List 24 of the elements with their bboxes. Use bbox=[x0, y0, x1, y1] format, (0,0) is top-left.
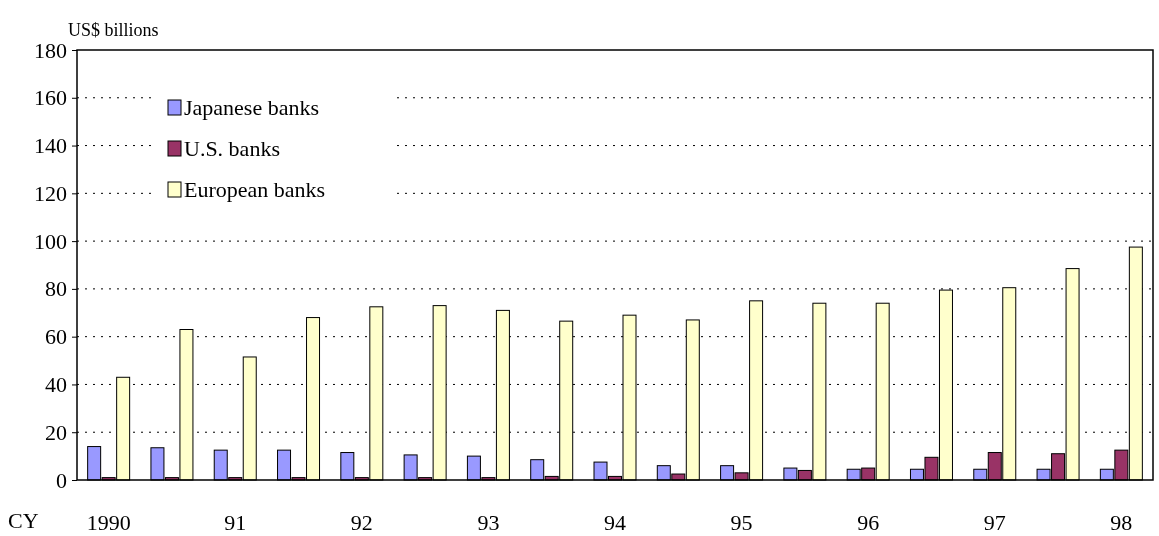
legend-label: Japanese banks bbox=[184, 95, 320, 120]
y-tick-label: 20 bbox=[45, 419, 67, 445]
y-axis-title: US$ billions bbox=[68, 20, 159, 40]
x-tick-label: 95 bbox=[730, 510, 753, 535]
y-tick-label: 140 bbox=[34, 133, 67, 159]
y-tick-label: 40 bbox=[45, 371, 67, 397]
x-tick-label: 97 bbox=[983, 510, 1006, 535]
x-tick-label: 92 bbox=[350, 510, 373, 535]
x-tick-label: 1990 bbox=[86, 510, 131, 535]
x-axis-title: CY bbox=[8, 508, 39, 533]
y-tick-label: 180 bbox=[34, 37, 67, 63]
y-tick-label: 160 bbox=[34, 85, 67, 111]
legend-label: European banks bbox=[184, 177, 326, 202]
x-tick-label: 93 bbox=[477, 510, 500, 535]
x-tick-label: 98 bbox=[1110, 510, 1133, 535]
legend-label: U.S. banks bbox=[184, 136, 280, 161]
y-tick-label: 100 bbox=[34, 228, 67, 254]
y-tick-label: 80 bbox=[45, 276, 67, 302]
y-tick-label: 0 bbox=[56, 467, 67, 493]
x-tick-label: 94 bbox=[604, 510, 626, 535]
y-tick-label: 60 bbox=[45, 324, 67, 350]
x-tick-label: 91 bbox=[224, 510, 247, 535]
y-tick-label: 120 bbox=[34, 180, 67, 206]
x-tick-label: 96 bbox=[857, 510, 880, 535]
